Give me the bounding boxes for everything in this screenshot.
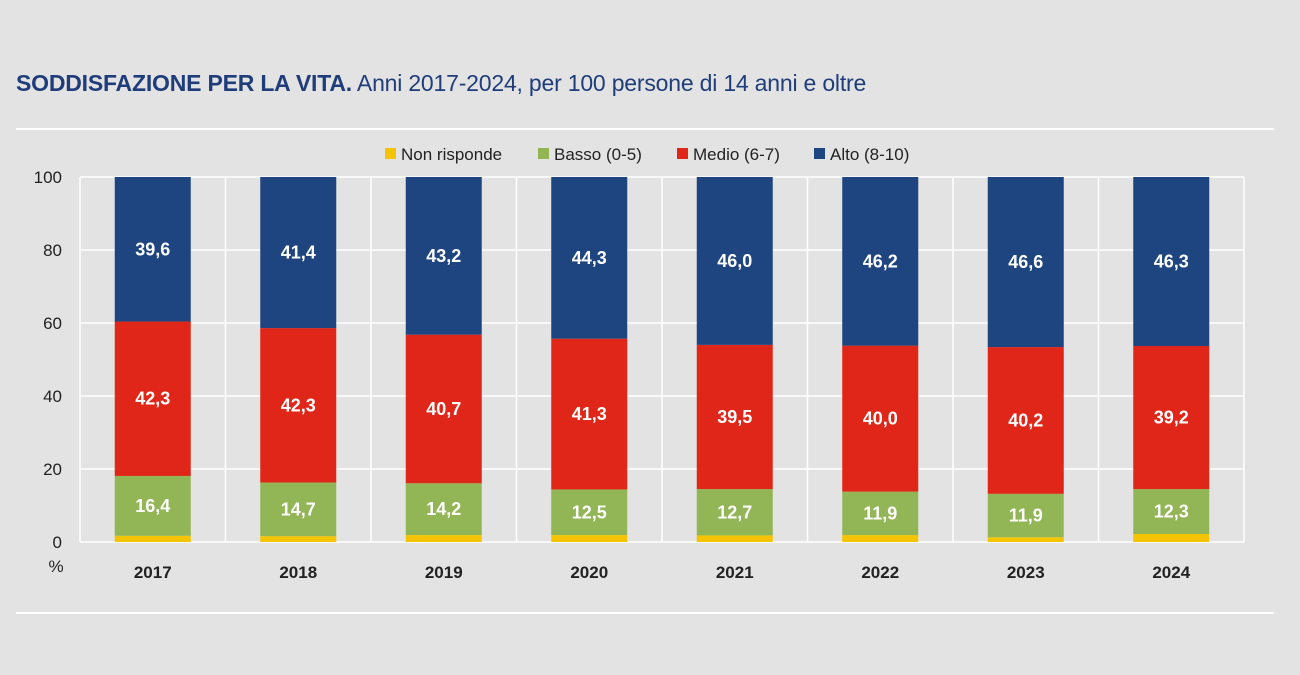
bar-segment-2019-3 <box>405 177 482 335</box>
bar-segment-2022-0 <box>842 535 919 542</box>
bar-segment-2024-0 <box>1133 533 1210 542</box>
data-label: 40,2 <box>1008 410 1043 430</box>
legend-label: Medio (6-7) <box>693 145 780 164</box>
bar-segment-2018-3 <box>260 177 337 329</box>
legend-label: Basso (0-5) <box>554 145 642 164</box>
bar-segment-2019-1 <box>405 483 482 536</box>
bar-segment-2022-2 <box>842 345 919 492</box>
data-label: 46,6 <box>1008 252 1043 272</box>
bar-segment-2018-1 <box>260 482 337 537</box>
data-label: 46,0 <box>717 251 752 271</box>
data-label: 43,2 <box>426 246 461 266</box>
x-tick-label: 2020 <box>570 563 608 582</box>
bar-segment-2023-1 <box>987 493 1064 538</box>
bar-segment-2017-0 <box>114 535 191 542</box>
bar-segment-2023-2 <box>987 347 1064 494</box>
y-tick-label: 100 <box>34 168 62 187</box>
x-tick-label: 2024 <box>1152 563 1190 582</box>
data-label: 39,2 <box>1154 408 1189 428</box>
top-divider <box>16 128 1274 130</box>
legend-swatch <box>677 148 688 159</box>
x-tick-label: 2018 <box>279 563 317 582</box>
data-label: 40,0 <box>863 409 898 429</box>
data-label: 14,7 <box>281 499 316 519</box>
bottom-divider <box>16 612 1274 614</box>
bar-segment-2021-1 <box>696 489 773 536</box>
data-label: 12,3 <box>1154 502 1189 522</box>
data-label: 39,5 <box>717 407 752 427</box>
y-tick-label: 60 <box>43 314 62 333</box>
data-label: 46,2 <box>863 251 898 271</box>
data-label: 42,3 <box>135 389 170 409</box>
bar-segment-2017-2 <box>114 321 191 476</box>
legend-swatch <box>538 148 549 159</box>
x-tick-label: 2019 <box>425 563 463 582</box>
y-tick-label: 20 <box>43 460 62 479</box>
bar-segment-2022-3 <box>842 177 919 346</box>
x-tick-label: 2021 <box>716 563 754 582</box>
data-label: 41,3 <box>572 404 607 424</box>
x-tick-label: 2022 <box>861 563 899 582</box>
bar-segment-2020-0 <box>551 535 628 542</box>
bar-segment-2021-3 <box>696 177 773 345</box>
data-label: 40,7 <box>426 399 461 419</box>
bar-segment-2020-1 <box>551 489 628 536</box>
data-label: 12,7 <box>717 502 752 522</box>
data-label: 16,4 <box>135 496 170 516</box>
x-tick-label: 2023 <box>1007 563 1045 582</box>
legend-swatch <box>814 148 825 159</box>
data-label: 42,3 <box>281 395 316 415</box>
bar-segment-2024-3 <box>1133 177 1210 346</box>
bar-segment-2019-2 <box>405 334 482 484</box>
legend-swatch <box>385 148 396 159</box>
bar-segment-2018-2 <box>260 328 337 483</box>
bar-segment-2023-3 <box>987 177 1064 348</box>
data-label: 44,3 <box>572 248 607 268</box>
bar-segment-2021-2 <box>696 344 773 490</box>
legend-label: Alto (8-10) <box>830 145 909 164</box>
data-label: 12,5 <box>572 502 607 522</box>
bar-segment-2020-2 <box>551 338 628 490</box>
bar-segment-2024-2 <box>1133 345 1210 490</box>
y-axis-unit-label: % <box>48 557 63 576</box>
y-tick-label: 0 <box>53 533 62 552</box>
bar-segment-2017-3 <box>114 177 191 322</box>
data-label: 41,4 <box>281 243 316 263</box>
bar-segment-2020-3 <box>551 177 628 339</box>
data-label: 14,2 <box>426 499 461 519</box>
bar-segment-2019-0 <box>405 535 482 542</box>
bar-segment-2017-1 <box>114 475 191 536</box>
bar-segment-2018-0 <box>260 536 337 542</box>
bar-segment-2024-1 <box>1133 489 1210 534</box>
chart-title: SODDISFAZIONE PER LA VITA. Anni 2017-202… <box>16 70 866 97</box>
bar-segment-2023-0 <box>987 537 1064 542</box>
y-tick-label: 40 <box>43 387 62 406</box>
chart-title-rest: Anni 2017-2024, per 100 persone di 14 an… <box>356 70 867 96</box>
data-label: 11,9 <box>863 503 897 523</box>
data-label: 46,3 <box>1154 251 1189 271</box>
bar-segment-2021-0 <box>696 535 773 542</box>
x-tick-label: 2017 <box>134 563 172 582</box>
chart-title-bold: SODDISFAZIONE PER LA VITA. <box>16 70 352 96</box>
data-label: 11,9 <box>1009 506 1043 526</box>
legend-label: Non risponde <box>401 145 502 164</box>
bar-segment-2022-1 <box>842 491 919 536</box>
y-tick-label: 80 <box>43 241 62 260</box>
data-label: 39,6 <box>135 239 170 259</box>
